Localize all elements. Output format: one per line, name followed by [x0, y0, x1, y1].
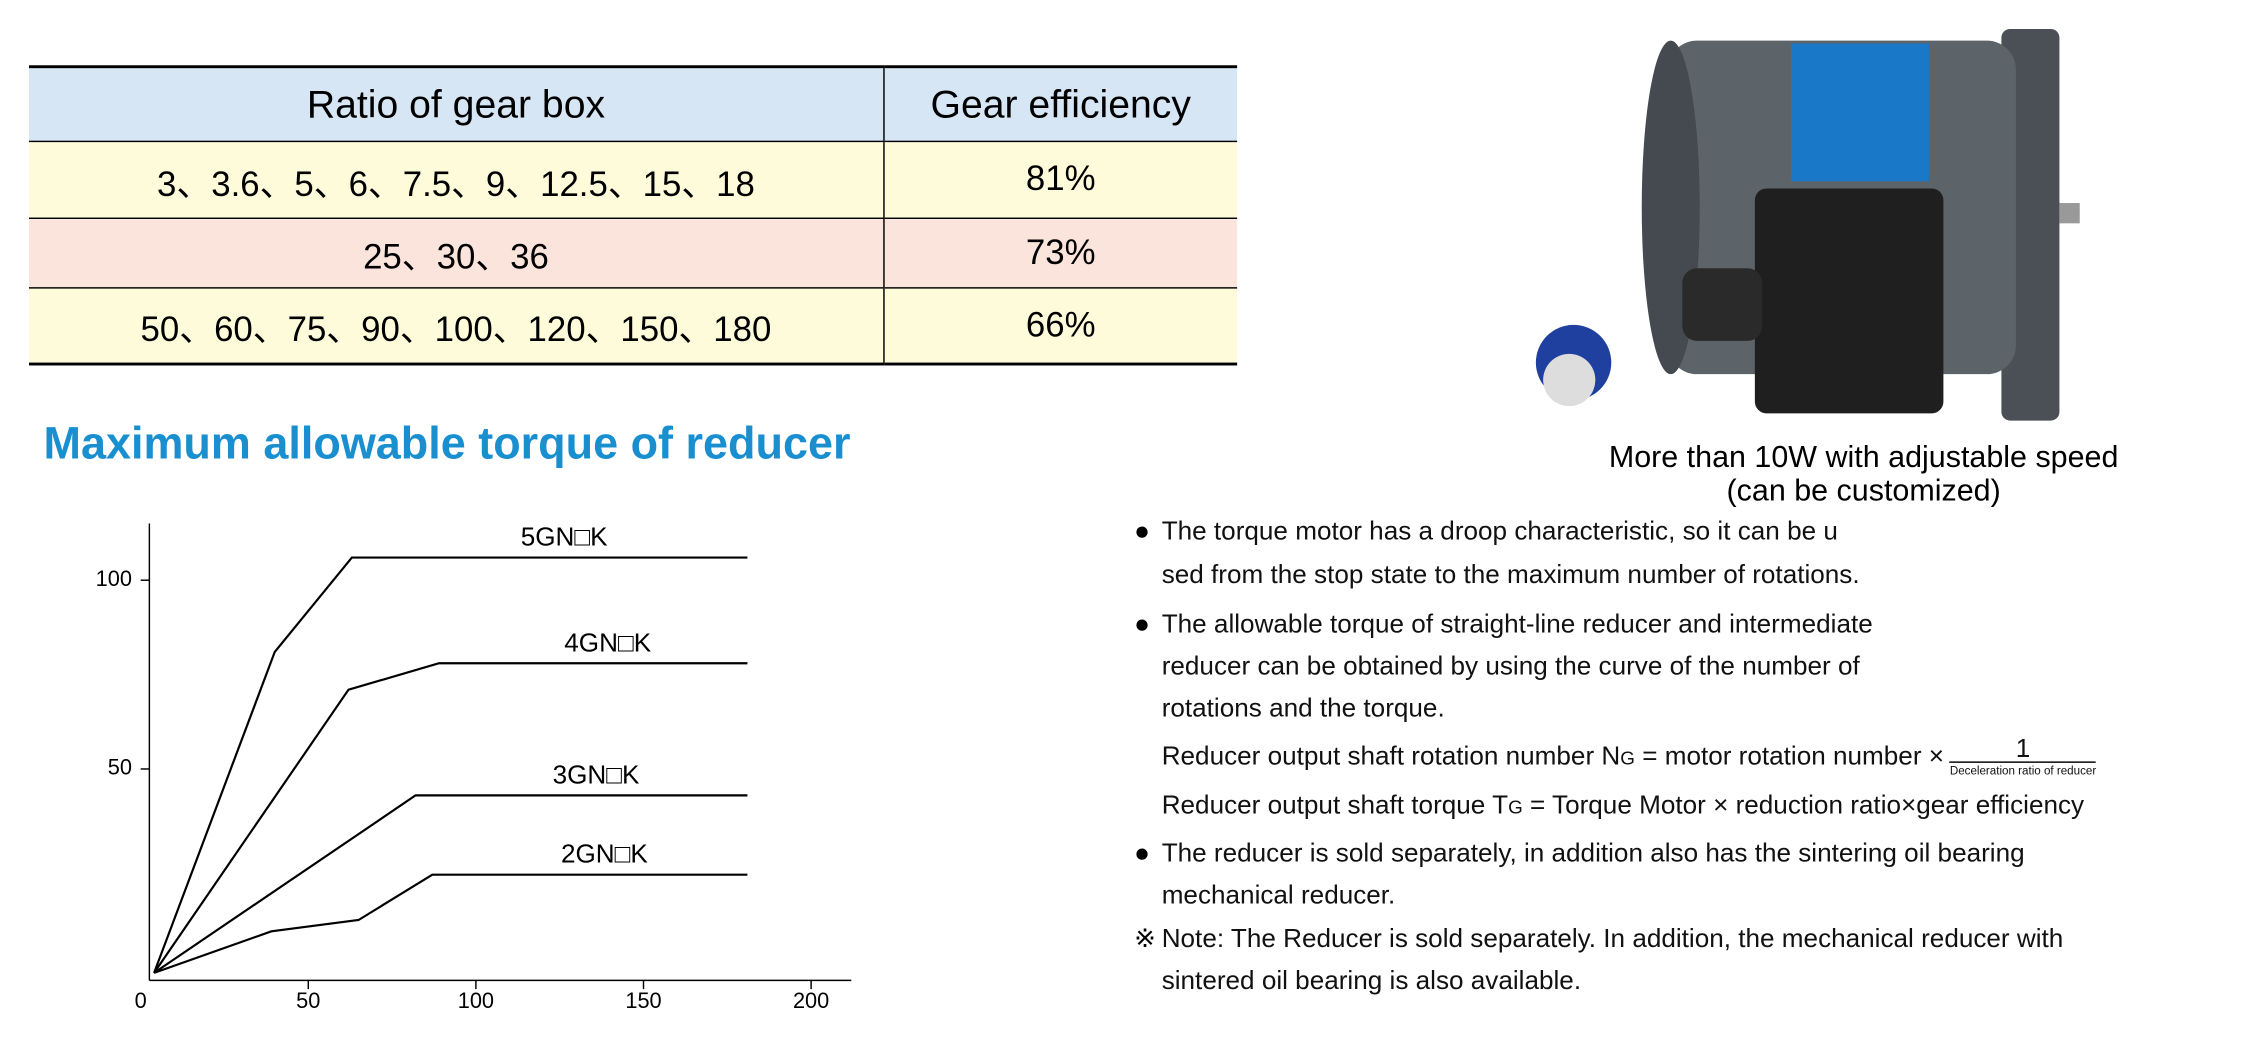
note-line: mechanical reducer. — [1161, 880, 1396, 910]
formula-text: = motor rotation number × — [1634, 741, 1945, 771]
series-label: 3GN□K — [553, 759, 640, 789]
note-line: rotations and the torque. — [1161, 693, 1445, 723]
formula: Reducer output shaft rotation number NG … — [1162, 725, 2097, 789]
bullet: ● — [1134, 838, 1150, 868]
table-cell: 66% — [882, 287, 1238, 366]
table-header: Gear efficiency — [882, 65, 1238, 143]
note-line: sed from the stop state to the maximum n… — [1161, 559, 1860, 589]
x-tick-label: 150 — [625, 988, 661, 1013]
flange — [2001, 29, 2060, 421]
numerator: 1 — [1949, 735, 2097, 763]
table-cell: 73% — [882, 218, 1238, 289]
caption: (can be customized) — [1726, 474, 2001, 508]
series-label: 2GN□K — [561, 839, 648, 869]
table-cell: 50、60、75、90、100、120、150、180 — [29, 287, 884, 366]
series-label: 5GN□K — [521, 522, 608, 552]
series-line — [153, 662, 748, 974]
formula: Reducer output shaft torque TG = Torque … — [1162, 790, 2084, 822]
caption: More than 10W with adjustable speed — [1608, 440, 2119, 475]
note-line: reducer can be obtained by using the cur… — [1161, 651, 1860, 681]
subscript: G — [1508, 796, 1523, 818]
x-tick-label: 200 — [793, 988, 829, 1013]
note-line: The allowable torque of straight-line re… — [1161, 609, 1873, 639]
note-line: Note: The Reducer is sold separately. In… — [1161, 923, 2064, 953]
x-tick-label: 50 — [296, 988, 320, 1013]
table-cell: 81% — [882, 141, 1238, 219]
table-header: Ratio of gear box — [29, 65, 884, 143]
formula-text: = Torque Motor × reduction ratio×gear ef… — [1522, 790, 2085, 820]
cable-gland — [1682, 268, 1763, 341]
series-line — [153, 556, 748, 974]
y-tick-label: 50 — [108, 755, 132, 780]
series-line — [153, 873, 748, 974]
gear-table: Ratio of gear box Gear efficiency 3、3.6、5… — [29, 65, 1238, 366]
heading: Maximum allowable torque of reducer — [43, 417, 851, 469]
series-line — [153, 794, 748, 974]
note-line: The torque motor has a droop characteris… — [1161, 516, 1838, 546]
knob — [1543, 353, 1596, 407]
motor-label — [1791, 43, 1929, 182]
series-label: 4GN□K — [564, 627, 651, 657]
subscript: G — [1620, 746, 1635, 769]
shaft — [2059, 203, 2080, 224]
bullet: ● — [1134, 516, 1150, 546]
x-tick-label: 0 — [135, 988, 147, 1013]
note-line: sintered oil bearing is also available. — [1161, 965, 1582, 995]
x-tick-label: 100 — [458, 988, 494, 1013]
fraction: 1 Deceleration ratio of reducer — [1949, 735, 2097, 780]
note-line: The reducer is sold separately, in addit… — [1161, 838, 2025, 868]
note-marker: ※ — [1134, 923, 1157, 953]
table-cell: 25、30、36 — [29, 218, 884, 289]
denominator: Deceleration ratio of reducer — [1949, 763, 2097, 777]
motor-photo — [1535, 29, 2080, 421]
formula-text: Reducer output shaft torque T — [1161, 790, 1509, 820]
table-cell: 3、3.6、5、6、7.5、9、12.5、15、18 — [29, 141, 884, 219]
terminal-box — [1754, 188, 1944, 414]
bullet: ● — [1134, 609, 1150, 639]
formula-text: Reducer output shaft rotation number N — [1161, 741, 1621, 771]
y-tick-label: 100 — [96, 566, 132, 591]
